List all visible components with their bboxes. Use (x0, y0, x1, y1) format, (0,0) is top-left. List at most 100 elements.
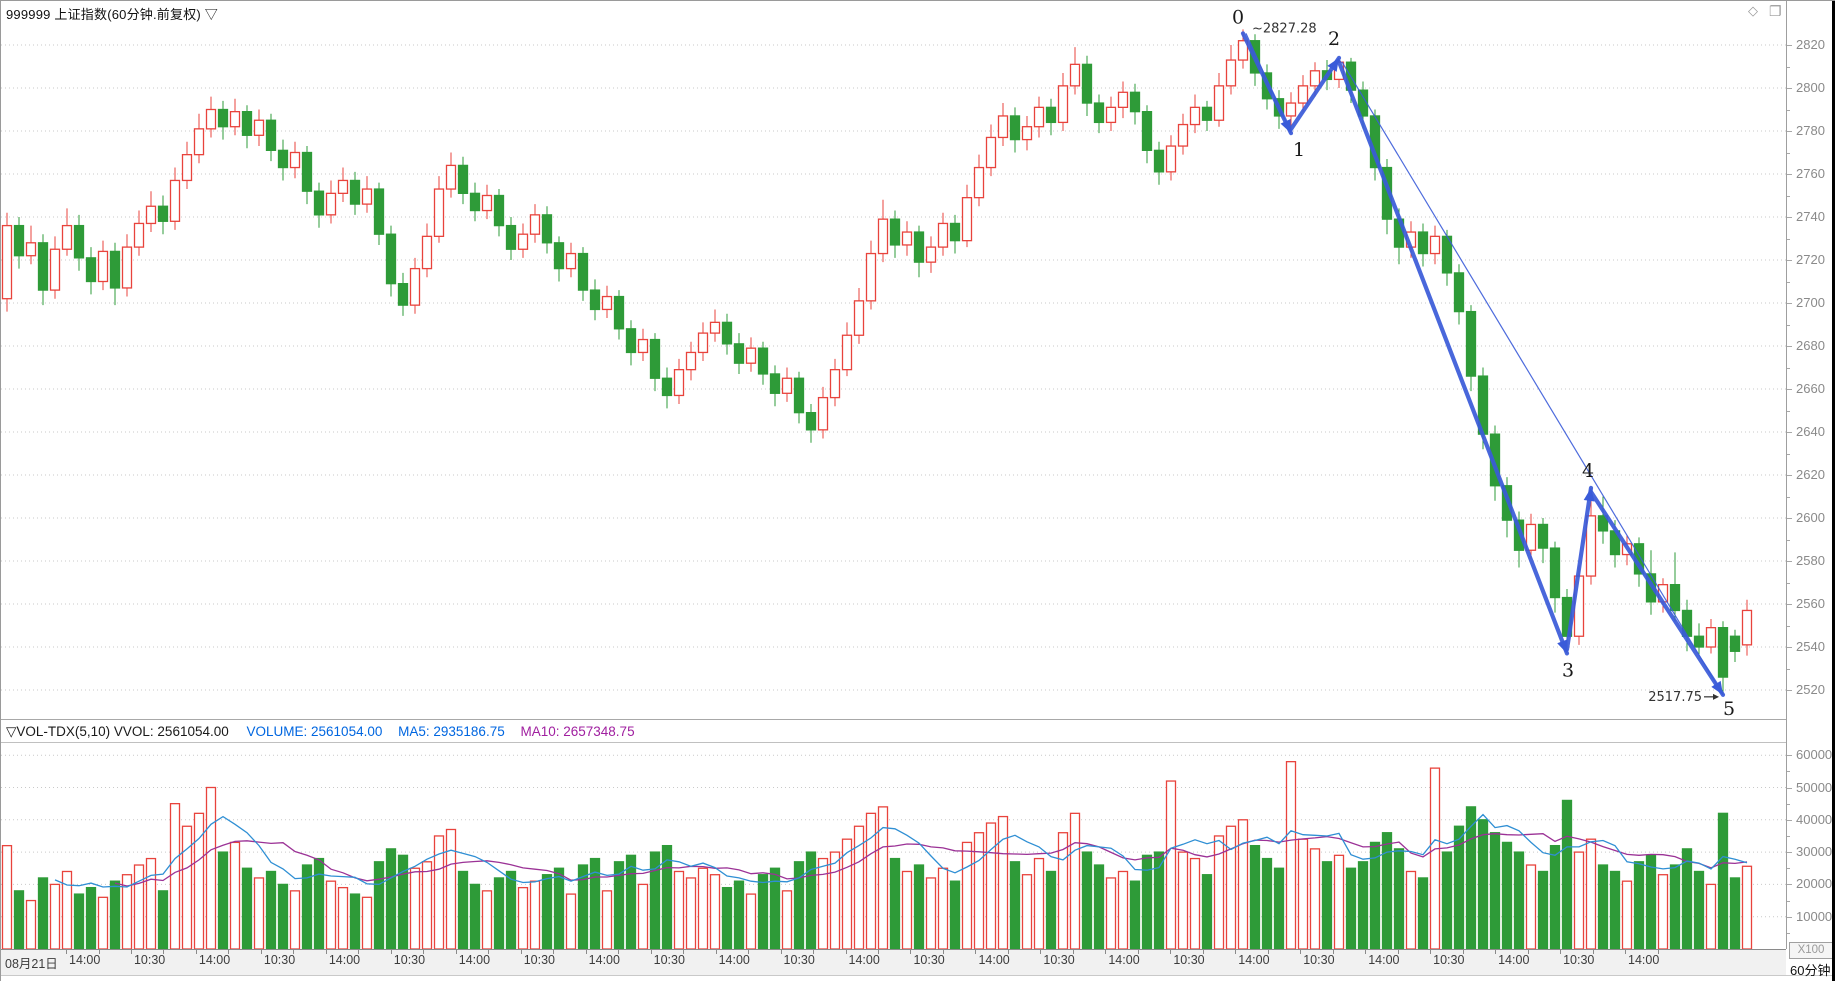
candle (121, 234, 133, 297)
volume-pane[interactable] (1, 744, 1786, 949)
candle (1105, 96, 1117, 131)
time-tick (358, 950, 360, 954)
volume-bar (1597, 864, 1609, 949)
candle (37, 234, 49, 306)
time-label: 14:00 (1628, 953, 1660, 967)
volume-bar (817, 857, 829, 949)
candle (1033, 96, 1045, 138)
volume-bar (85, 886, 97, 949)
axis-tick (1787, 260, 1792, 261)
annotation-arrows[interactable] (1240, 31, 1726, 697)
candle (181, 141, 193, 190)
candle (1225, 45, 1237, 95)
volume-bar (1153, 851, 1165, 949)
candle (1081, 55, 1093, 116)
time-label: 14:00 (458, 953, 491, 967)
candle (1213, 72, 1225, 127)
volume-bar (1045, 870, 1057, 949)
volume-bar (73, 893, 85, 949)
candle (505, 217, 517, 260)
volume-bar (481, 890, 493, 949)
volume-unit-badge: X100 (1789, 942, 1833, 959)
symbol-title[interactable]: 999999 上证指数(60分钟.前复权) ▽ (6, 7, 218, 22)
candle (961, 184, 973, 248)
volume-bar (1321, 861, 1333, 949)
candle (1009, 107, 1021, 153)
wave-number: 1 (1293, 139, 1305, 161)
time-label: 10:30 (1563, 953, 1595, 967)
volume-bar (1657, 874, 1669, 949)
titlebar: 999999 上证指数(60分钟.前复权) ▽ (1, 1, 1786, 23)
candle (925, 236, 937, 273)
price-axis-label: 2800 (1796, 80, 1825, 95)
time-tick (1105, 950, 1107, 954)
indicator-name-label[interactable]: ▽VOL-TDX(5,10) VVOL: 2561054.00 (6, 724, 229, 739)
restore-window-icon[interactable]: ❐ (1769, 3, 1782, 19)
candle (937, 212, 949, 256)
volume-bar (1033, 857, 1045, 949)
axis-tick (1787, 432, 1792, 433)
period-label[interactable]: 60分钟 (1790, 963, 1831, 978)
axis-tick (1787, 835, 1790, 837)
time-tick (260, 950, 262, 954)
time-tick (488, 950, 490, 954)
time-tick (195, 950, 197, 954)
axis-tick (1787, 868, 1790, 870)
volume-bar (133, 864, 145, 949)
time-tick (1170, 950, 1172, 954)
axis-tick (1787, 604, 1792, 605)
candle (1201, 100, 1213, 131)
candle (1057, 72, 1069, 131)
volume-bar (733, 880, 745, 949)
candle (697, 322, 709, 362)
axis-tick (1787, 410, 1790, 412)
time-tick (618, 950, 620, 954)
time-tick (163, 950, 165, 954)
window-right-edge (1832, 1, 1835, 981)
candle (733, 333, 745, 374)
volume-bar (577, 864, 589, 949)
volume-bar (1501, 841, 1513, 949)
volume-bar (373, 861, 385, 949)
axis-divider (1786, 1, 1787, 949)
volume-axis-label: 40000 (1796, 811, 1833, 827)
time-axis[interactable]: 08月21日 14:00 10:30 14:00 10:30 14:00 10:30 14:0… (1, 949, 1786, 975)
volume-bar (625, 854, 637, 949)
volume-bar (205, 786, 217, 949)
candle (601, 285, 613, 319)
axis-tick (1787, 346, 1792, 347)
price-pane[interactable]: 0 1 2 3 4 5 ~2827.28 2517.75 (1, 1, 1786, 719)
volume-bar (685, 877, 697, 949)
diamond-icon[interactable]: ◇ (1748, 3, 1758, 18)
candle (1177, 113, 1189, 155)
candle (517, 223, 529, 258)
time-tick (1527, 950, 1529, 954)
volume-bar (1609, 870, 1621, 949)
candle (997, 103, 1009, 147)
bottom-strip (1, 975, 1835, 981)
candle (1417, 223, 1429, 267)
candles-group (1, 29, 1753, 695)
candle (1537, 518, 1549, 564)
volume-bar (289, 890, 301, 949)
volume-bar (673, 870, 685, 949)
time-tick (1040, 950, 1042, 954)
axis-tick (1787, 582, 1790, 584)
volume-bar (13, 890, 25, 949)
axis-tick (1787, 787, 1792, 789)
axis-tick (1787, 647, 1792, 648)
volume-bar (361, 896, 373, 949)
time-tick (780, 950, 782, 954)
volume-bar (313, 857, 325, 949)
candle (1729, 629, 1741, 663)
time-label: 14:00 (1498, 953, 1530, 967)
time-tick (1657, 950, 1659, 954)
volume-bar (1585, 838, 1597, 949)
price-axis-label: 2560 (1796, 596, 1825, 611)
volume-bar (601, 890, 613, 949)
candle (1525, 513, 1537, 559)
volume-bar (721, 886, 733, 949)
volume-bar (181, 825, 193, 949)
candle (757, 341, 769, 385)
volume-bar (349, 893, 361, 949)
